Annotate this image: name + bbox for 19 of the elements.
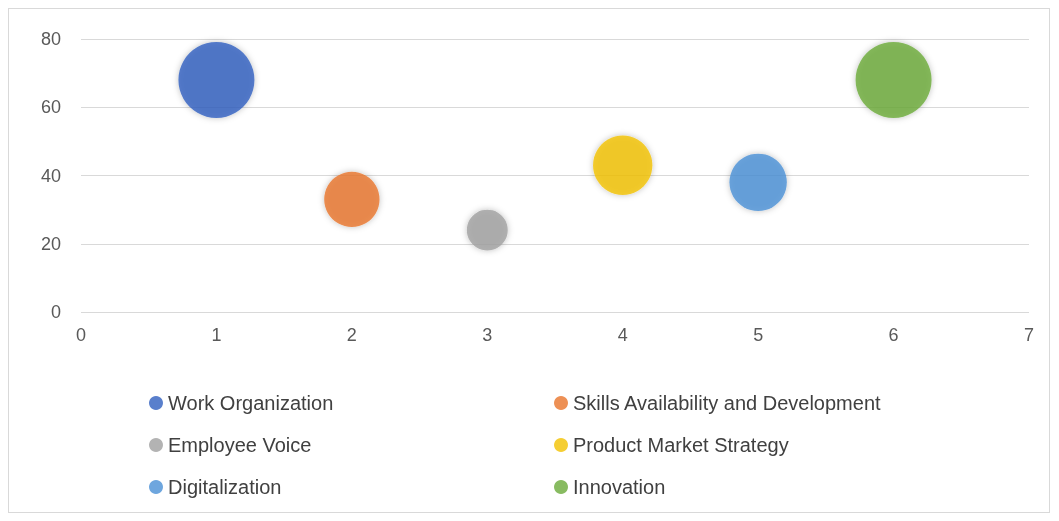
legend-label: Skills Availability and Development [573,392,882,414]
y-tick-label: 60 [40,97,61,118]
legend-label: Work Organization [168,392,334,414]
x-tick-label: 1 [211,325,222,345]
y-tick-label: 40 [40,165,61,186]
y-tick-label: 20 [40,233,61,254]
y-tick-label: 0 [50,302,61,322]
x-tick-label: 3 [482,325,493,345]
legend-label: Employee Voice [168,434,312,456]
y-tick-label: 80 [40,29,61,49]
x-tick-label: 6 [888,325,899,345]
legend-label: Product Market Strategy [573,434,789,456]
legend-label: Digitalization [168,476,282,498]
x-tick-label: 4 [617,325,628,345]
legend-label: Innovation [573,476,666,498]
x-tick-label: 7 [1023,325,1035,345]
x-tick-label: 0 [75,325,87,345]
x-tick-label: 2 [346,325,357,345]
x-tick-label: 5 [753,325,764,345]
